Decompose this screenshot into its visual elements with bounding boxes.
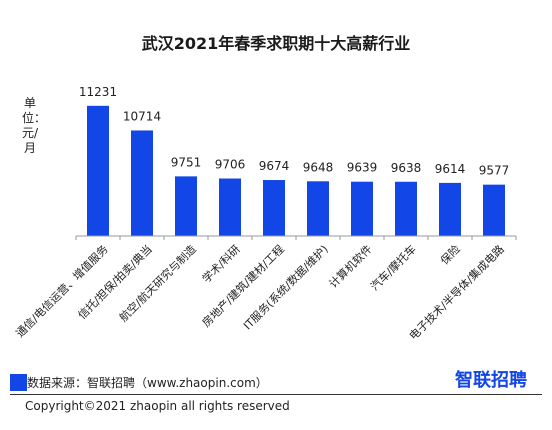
bar bbox=[483, 184, 505, 236]
bar bbox=[131, 130, 153, 236]
legend-swatch bbox=[10, 374, 27, 391]
bar-value-label: 9648 bbox=[303, 160, 334, 174]
bar bbox=[219, 178, 241, 236]
chart-title: 武汉2021年春季求职期十大高薪行业 bbox=[141, 34, 411, 53]
category-label: 学术/科研 bbox=[199, 242, 243, 286]
bar bbox=[263, 180, 285, 236]
bar-value-label: 9614 bbox=[435, 162, 466, 176]
bar-value-label: 11231 bbox=[79, 85, 117, 99]
zhaopin-logo: 智联招聘 bbox=[455, 370, 527, 391]
data-source: 数据来源：智联招聘（www.zhaopin.com） bbox=[27, 376, 268, 390]
category-label: IT服务(系统/数据/维护) bbox=[240, 242, 330, 332]
bar bbox=[439, 182, 461, 236]
bar-value-label: 9577 bbox=[479, 164, 510, 178]
bar-chart: 11231 10714 9751 9706 9674 9648 9639 9638 9614 95… bbox=[13, 85, 517, 343]
bar bbox=[175, 176, 197, 236]
category-label: 汽车/摩托车 bbox=[367, 242, 418, 293]
bar bbox=[395, 181, 417, 236]
bar bbox=[87, 105, 109, 237]
category-label: 房地产/建筑/建材/工程 bbox=[199, 242, 287, 330]
bar-value-label: 9674 bbox=[259, 159, 290, 173]
category-label: 信托/担保/拍卖/典当 bbox=[75, 242, 155, 322]
bar bbox=[307, 181, 329, 236]
copyright-text: Copyright©2021 zhaopin all rights reserv… bbox=[25, 399, 290, 413]
bar-value-label: 10714 bbox=[123, 109, 161, 123]
bar-value-label: 9706 bbox=[215, 158, 246, 172]
bar-value-label: 9638 bbox=[391, 161, 422, 175]
bar-value-label: 9639 bbox=[347, 161, 378, 175]
bar-value-label: 9751 bbox=[171, 155, 202, 169]
bar bbox=[351, 181, 373, 236]
category-label: 保险 bbox=[437, 242, 462, 267]
footer-divider bbox=[10, 394, 542, 395]
category-label: 航空/航天研究与制造 bbox=[116, 242, 199, 325]
